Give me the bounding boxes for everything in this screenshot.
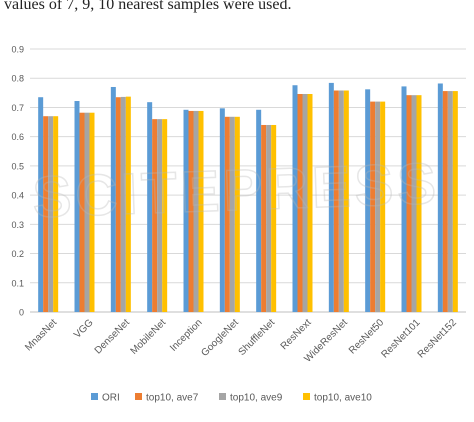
y-tick-label: 0.2 bbox=[11, 249, 24, 259]
bar-wideresnet-1 bbox=[333, 90, 339, 312]
bar-shufflenet-3 bbox=[271, 124, 277, 312]
x-category-label: Inception bbox=[168, 317, 204, 353]
bar-shufflenet-1 bbox=[261, 124, 267, 312]
bar-inception-3 bbox=[198, 110, 204, 312]
y-tick-label: 0.6 bbox=[11, 132, 24, 142]
x-category-label: ShuffleNet bbox=[237, 317, 278, 358]
bar-densenet-3 bbox=[125, 96, 131, 312]
y-tick-label: 0.4 bbox=[11, 191, 24, 201]
bar-resnet101-0 bbox=[401, 86, 407, 312]
legend-label: top10, ave7 bbox=[146, 393, 199, 404]
bar-resnet152-0 bbox=[437, 83, 443, 312]
bar-googlenet-1 bbox=[224, 116, 230, 312]
chart-figure: 0 0.1 0.2 0.3 0.4 0.5 0.6 0.7 0.8 0.9 MnasNet VGG D… bbox=[0, 34, 474, 417]
legend-swatch bbox=[303, 393, 310, 400]
legend-swatch bbox=[135, 393, 142, 400]
bar-chart: 0 0.1 0.2 0.3 0.4 0.5 0.6 0.7 0.8 0.9 MnasNet VGGD… bbox=[11, 45, 466, 404]
bar-mnasnet-1 bbox=[43, 116, 49, 312]
x-category-label: MnasNet bbox=[23, 317, 59, 353]
bars-layer bbox=[38, 82, 458, 313]
bar-densenet-1 bbox=[115, 97, 121, 312]
bar-densenet-0 bbox=[110, 86, 116, 312]
bar-mnasnet-2 bbox=[48, 116, 54, 312]
bar-wideresnet-3 bbox=[343, 90, 349, 312]
bar-mnasnet-3 bbox=[53, 116, 59, 312]
y-tick-label: 0.3 bbox=[11, 220, 24, 230]
bar-wideresnet-2 bbox=[338, 90, 344, 312]
bar-googlenet-3 bbox=[234, 116, 240, 312]
bar-shufflenet-2 bbox=[266, 124, 272, 312]
bar-shufflenet-0 bbox=[256, 109, 262, 312]
y-tick-label: 0.5 bbox=[11, 161, 24, 171]
y-tick-label: 0.9 bbox=[11, 45, 24, 55]
grid-layer bbox=[30, 48, 466, 313]
bar-mobilenet-3 bbox=[162, 119, 168, 312]
y-tick-label: 0.8 bbox=[11, 74, 24, 84]
bar-resnet101-3 bbox=[416, 95, 422, 312]
y-tick-label: 0 bbox=[19, 308, 24, 318]
y-tick-label: 0.7 bbox=[11, 103, 24, 113]
caption-text: values of 7, 9, 10 nearest samples were … bbox=[0, 0, 474, 34]
bar-resnet152-2 bbox=[447, 91, 453, 312]
bar-vgg-2 bbox=[84, 112, 90, 313]
x-category-label: DenseNet bbox=[93, 317, 132, 356]
bar-googlenet-0 bbox=[219, 108, 225, 313]
bar-resnext-2 bbox=[302, 94, 308, 312]
bar-resnet50-2 bbox=[375, 101, 381, 312]
legend-label: top10, ave9 bbox=[230, 393, 283, 404]
x-category-label: MobileNet bbox=[129, 317, 169, 357]
x-category-label: VGG bbox=[72, 317, 96, 341]
bar-resnet50-3 bbox=[380, 101, 386, 312]
x-category-label: GoogleNet bbox=[199, 317, 241, 359]
bar-mobilenet-2 bbox=[157, 119, 163, 312]
y-axis-ticks: 0 0.1 0.2 0.3 0.4 0.5 0.6 0.7 0.8 0.9 bbox=[11, 45, 24, 318]
bar-vgg-0 bbox=[74, 101, 80, 312]
bar-vgg-1 bbox=[79, 112, 85, 313]
bar-mobilenet-1 bbox=[152, 119, 158, 312]
bar-resnet152-1 bbox=[442, 91, 448, 312]
caption-line: values of 7, 9, 10 nearest samples were … bbox=[4, 0, 292, 13]
y-tick-label: 0.1 bbox=[11, 278, 24, 288]
bar-resnet101-1 bbox=[406, 95, 412, 312]
bar-mnasnet-0 bbox=[38, 97, 44, 312]
legend-label: top10, ave10 bbox=[314, 393, 372, 404]
bar-wideresnet-0 bbox=[328, 82, 334, 312]
bar-inception-2 bbox=[193, 110, 199, 312]
bar-inception-1 bbox=[188, 110, 194, 312]
legend-swatch bbox=[91, 393, 98, 400]
x-category-label: ResNext bbox=[279, 317, 314, 352]
bar-vgg-3 bbox=[89, 112, 95, 313]
bar-mobilenet-0 bbox=[147, 102, 153, 312]
bar-resnet152-3 bbox=[452, 91, 458, 312]
bar-resnext-1 bbox=[297, 94, 303, 312]
x-category-label: ResNet152 bbox=[416, 317, 459, 360]
bar-resnext-0 bbox=[292, 85, 298, 312]
legend: ORI top10, ave7 top10, ave9 top10, ave10 bbox=[91, 393, 372, 404]
bar-resnet50-0 bbox=[365, 89, 371, 313]
legend-swatch bbox=[219, 393, 226, 400]
bar-resnet101-2 bbox=[411, 95, 417, 312]
bar-googlenet-2 bbox=[229, 116, 235, 312]
legend-label: ORI bbox=[102, 393, 120, 404]
bar-resnet50-1 bbox=[370, 101, 376, 312]
bar-resnext-3 bbox=[307, 94, 313, 312]
bar-inception-0 bbox=[183, 109, 189, 312]
bar-densenet-2 bbox=[120, 96, 126, 313]
